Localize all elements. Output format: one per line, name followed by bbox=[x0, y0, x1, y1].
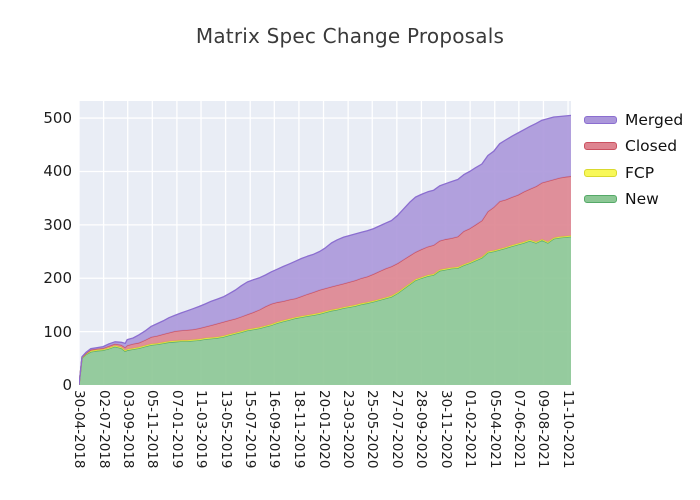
edge-merged bbox=[79, 114, 571, 385]
x-tick-label: 09-08-2021 bbox=[535, 390, 552, 469]
area-closed bbox=[79, 176, 571, 385]
legend-swatch-icon bbox=[584, 195, 617, 204]
legend-swatch-icon bbox=[584, 142, 617, 151]
x-tick-label: 05-11-2018 bbox=[144, 390, 161, 469]
y-tick-label: 400 bbox=[43, 162, 72, 181]
legend-item-fcp: FCP bbox=[584, 162, 654, 184]
x-tick-label: 13-05-2019 bbox=[217, 390, 234, 469]
x-tick-label: 28-09-2020 bbox=[413, 390, 430, 469]
x-tick-label: 30-11-2020 bbox=[437, 390, 454, 469]
x-tick-label: 27-07-2020 bbox=[388, 390, 405, 469]
x-tick-label: 11-03-2019 bbox=[193, 390, 210, 469]
x-tick-label: 02-07-2018 bbox=[95, 390, 112, 469]
y-tick-label: 200 bbox=[43, 269, 72, 288]
y-tick-label: 100 bbox=[43, 322, 72, 341]
x-tick-label: 07-01-2019 bbox=[168, 390, 185, 469]
x-tick-label: 20-01-2020 bbox=[315, 390, 332, 469]
x-tick-label: 03-09-2018 bbox=[119, 390, 136, 469]
x-tick-label: 05-04-2021 bbox=[486, 390, 503, 469]
x-tick-label: 25-05-2020 bbox=[364, 390, 381, 469]
x-tick-label: 30-04-2018 bbox=[71, 390, 87, 469]
legend-swatch-icon bbox=[584, 116, 617, 124]
y-tick-label: 300 bbox=[43, 215, 72, 234]
x-tick-label: 16-09-2019 bbox=[266, 390, 283, 469]
legend-label: Merged bbox=[625, 111, 684, 129]
x-tick-label: 11-10-2021 bbox=[560, 390, 577, 469]
x-tick-label: 18-11-2019 bbox=[290, 390, 307, 469]
legend-item-merged: Merged bbox=[584, 109, 683, 131]
x-tick-label: 01-02-2021 bbox=[462, 390, 479, 469]
x-tick-label: 15-07-2019 bbox=[242, 390, 259, 469]
legend-item-new: New bbox=[584, 188, 659, 210]
legend-label: Closed bbox=[625, 137, 678, 156]
legend-label: New bbox=[625, 190, 659, 209]
x-tick-label: 23-03-2020 bbox=[340, 390, 357, 469]
chart-title: Matrix Spec Change Proposals bbox=[195, 24, 505, 48]
plot-area bbox=[79, 101, 571, 385]
y-tick-label: 500 bbox=[43, 109, 72, 128]
area-merged bbox=[79, 115, 571, 385]
y-tick-label: 0 bbox=[62, 376, 72, 394]
x-tick-label: 07-06-2021 bbox=[510, 390, 527, 469]
legend-item-closed: Closed bbox=[584, 135, 677, 157]
stacked-area-chart bbox=[79, 101, 571, 385]
legend-label: FCP bbox=[625, 163, 655, 182]
area-new bbox=[79, 236, 571, 385]
legend-swatch-icon bbox=[584, 168, 617, 177]
